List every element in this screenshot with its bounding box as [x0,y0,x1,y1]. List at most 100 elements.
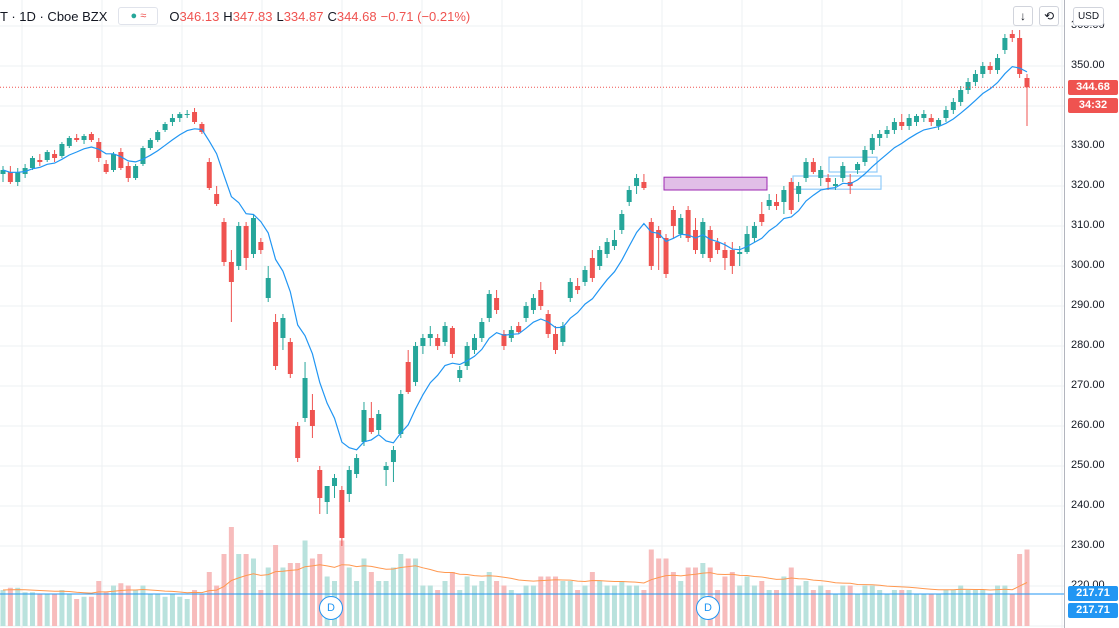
candle-body [398,394,404,434]
candle-body [788,182,794,210]
candle-body [700,222,706,254]
volume-bar [508,590,514,626]
candle-body [626,190,632,202]
candle-body [1009,34,1015,38]
candle-body [486,294,492,318]
volume-bar [678,581,684,626]
volume-bar [553,576,559,626]
candle-body [958,90,964,102]
volume-bar [685,567,691,626]
price-tick-label: 280.00 [1071,339,1105,351]
volume-bar [354,581,360,626]
volume-bar [192,590,198,626]
candle-body [147,140,153,148]
candle-body [442,326,448,342]
dividend-marker[interactable]: D [319,596,343,620]
candle-body [715,242,721,250]
candle-body [221,222,227,262]
candle-body [634,178,640,186]
price-tick-label: 330.00 [1071,139,1105,151]
volume-bar [199,594,205,626]
candle-body [103,164,109,172]
candle-body [479,322,485,338]
candle-body [685,210,691,238]
candle-body [81,136,87,140]
refresh-icon[interactable]: ⟲ [1039,6,1059,26]
volume-bar [398,554,404,626]
volume-bar [206,572,212,626]
ma-line [2,65,1028,451]
price-axis[interactable]: 360.00350.00340.00330.00320.00310.00300.… [1064,0,1119,628]
volume-bar [390,567,396,626]
volume-bar [0,590,6,626]
candle-body [309,410,315,426]
candle-body [589,258,595,278]
volume-bar [59,590,65,626]
volume-bar [692,567,698,626]
volume-bar [140,585,146,626]
hline-price-badge: 217.71 [1068,586,1118,601]
volume-bar [66,594,72,626]
candle-body [1017,38,1023,74]
volume-bar [103,592,109,626]
volume-bar [759,581,765,626]
volume-bar [634,585,640,626]
candle-body [641,182,647,188]
volume-bar [368,572,374,626]
candle-body [523,306,529,318]
candle-body [965,82,971,90]
candle-body [648,222,654,266]
price-tick-label: 240.00 [1071,499,1105,511]
volume-bar [376,581,382,626]
price-tick-label: 250.00 [1071,459,1105,471]
volume-bar [832,594,838,626]
volume-bar [44,594,50,626]
download-arrow-icon[interactable]: ↓ [1013,6,1033,26]
volume-bar [96,581,102,626]
volume-bar [936,594,942,626]
legend-toggle-button[interactable]: ● ≈ [118,7,159,25]
candle-body [936,120,942,126]
volume-bar [906,590,912,626]
volume-bar [265,567,271,626]
volume-bar [258,590,264,626]
volume-bar [884,594,890,626]
ohlc-label: C [327,8,337,24]
volume-bar [626,585,632,626]
grid [0,0,1064,628]
volume-bar [575,590,581,626]
volume-bar [111,585,117,626]
candle-body [774,202,780,206]
symbol-title[interactable]: T · 1D · Cboe BZX [0,8,108,24]
volume-bar [471,585,477,626]
volume-bar [118,583,124,626]
volume-bar [479,581,485,626]
price-tick-label: 290.00 [1071,299,1105,311]
candle-body [332,478,338,486]
volume-bar [125,585,131,626]
candle-body [678,218,684,234]
volume-bar [545,576,551,626]
candle-body [427,334,433,338]
volume-bar [29,592,35,626]
candle-body [376,414,382,430]
volume-bar [1002,585,1008,626]
volume-bar [177,596,183,626]
price-tick-label: 310.00 [1071,219,1105,231]
candle-body [265,278,271,298]
volume-bar [729,572,735,626]
candle-body [88,134,94,140]
currency-button[interactable]: USD [1073,7,1104,26]
chart-canvas[interactable] [0,0,1064,628]
candle-body [361,410,367,442]
candle-body [324,486,330,502]
candle-body [214,194,220,204]
dividend-marker[interactable]: D [696,596,720,620]
volume-bar [74,599,80,626]
candle-body [825,178,831,182]
volume-bar [427,585,433,626]
price-chart[interactable] [0,0,1064,628]
volume-bar [339,540,345,626]
volume-bar [273,545,279,626]
candle-body [670,210,676,226]
